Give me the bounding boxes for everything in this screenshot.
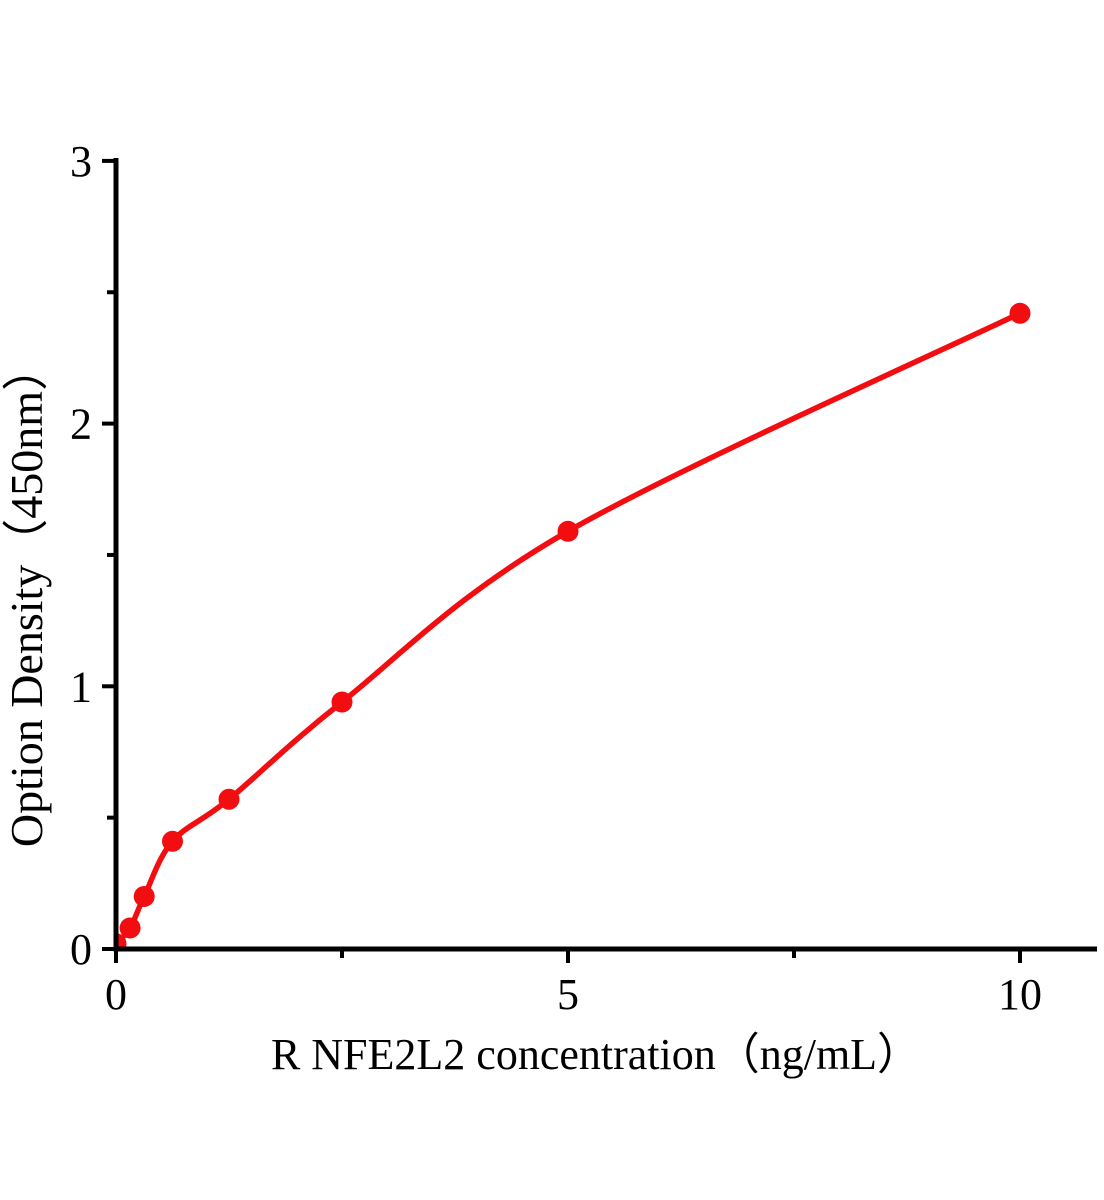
data-point [118, 933, 127, 947]
data-point [119, 917, 141, 939]
x-tick-label: 10 [998, 970, 1042, 1019]
axes-layer: 0 5 10 0 1 2 3 [70, 137, 1097, 1019]
series-layer [118, 302, 1031, 947]
y-tick-label: 1 [70, 662, 92, 711]
data-point [133, 885, 155, 907]
data-point [331, 691, 353, 713]
data-point [1009, 302, 1031, 324]
y-tick-label: 2 [70, 400, 92, 449]
x-tick-label: 0 [105, 970, 127, 1019]
x-axis-title: R NFE2L2 concentration（ng/mL） [271, 1030, 921, 1079]
standard-curve-line [118, 310, 1023, 946]
data-point [162, 830, 183, 852]
x-tick-label: 5 [557, 970, 579, 1019]
y-tick-label: 3 [70, 137, 92, 186]
y-tick-label: 0 [70, 925, 92, 974]
data-point [557, 520, 579, 542]
y-axis-title: Option Density（450nm） [1, 345, 52, 847]
data-point [218, 788, 240, 810]
